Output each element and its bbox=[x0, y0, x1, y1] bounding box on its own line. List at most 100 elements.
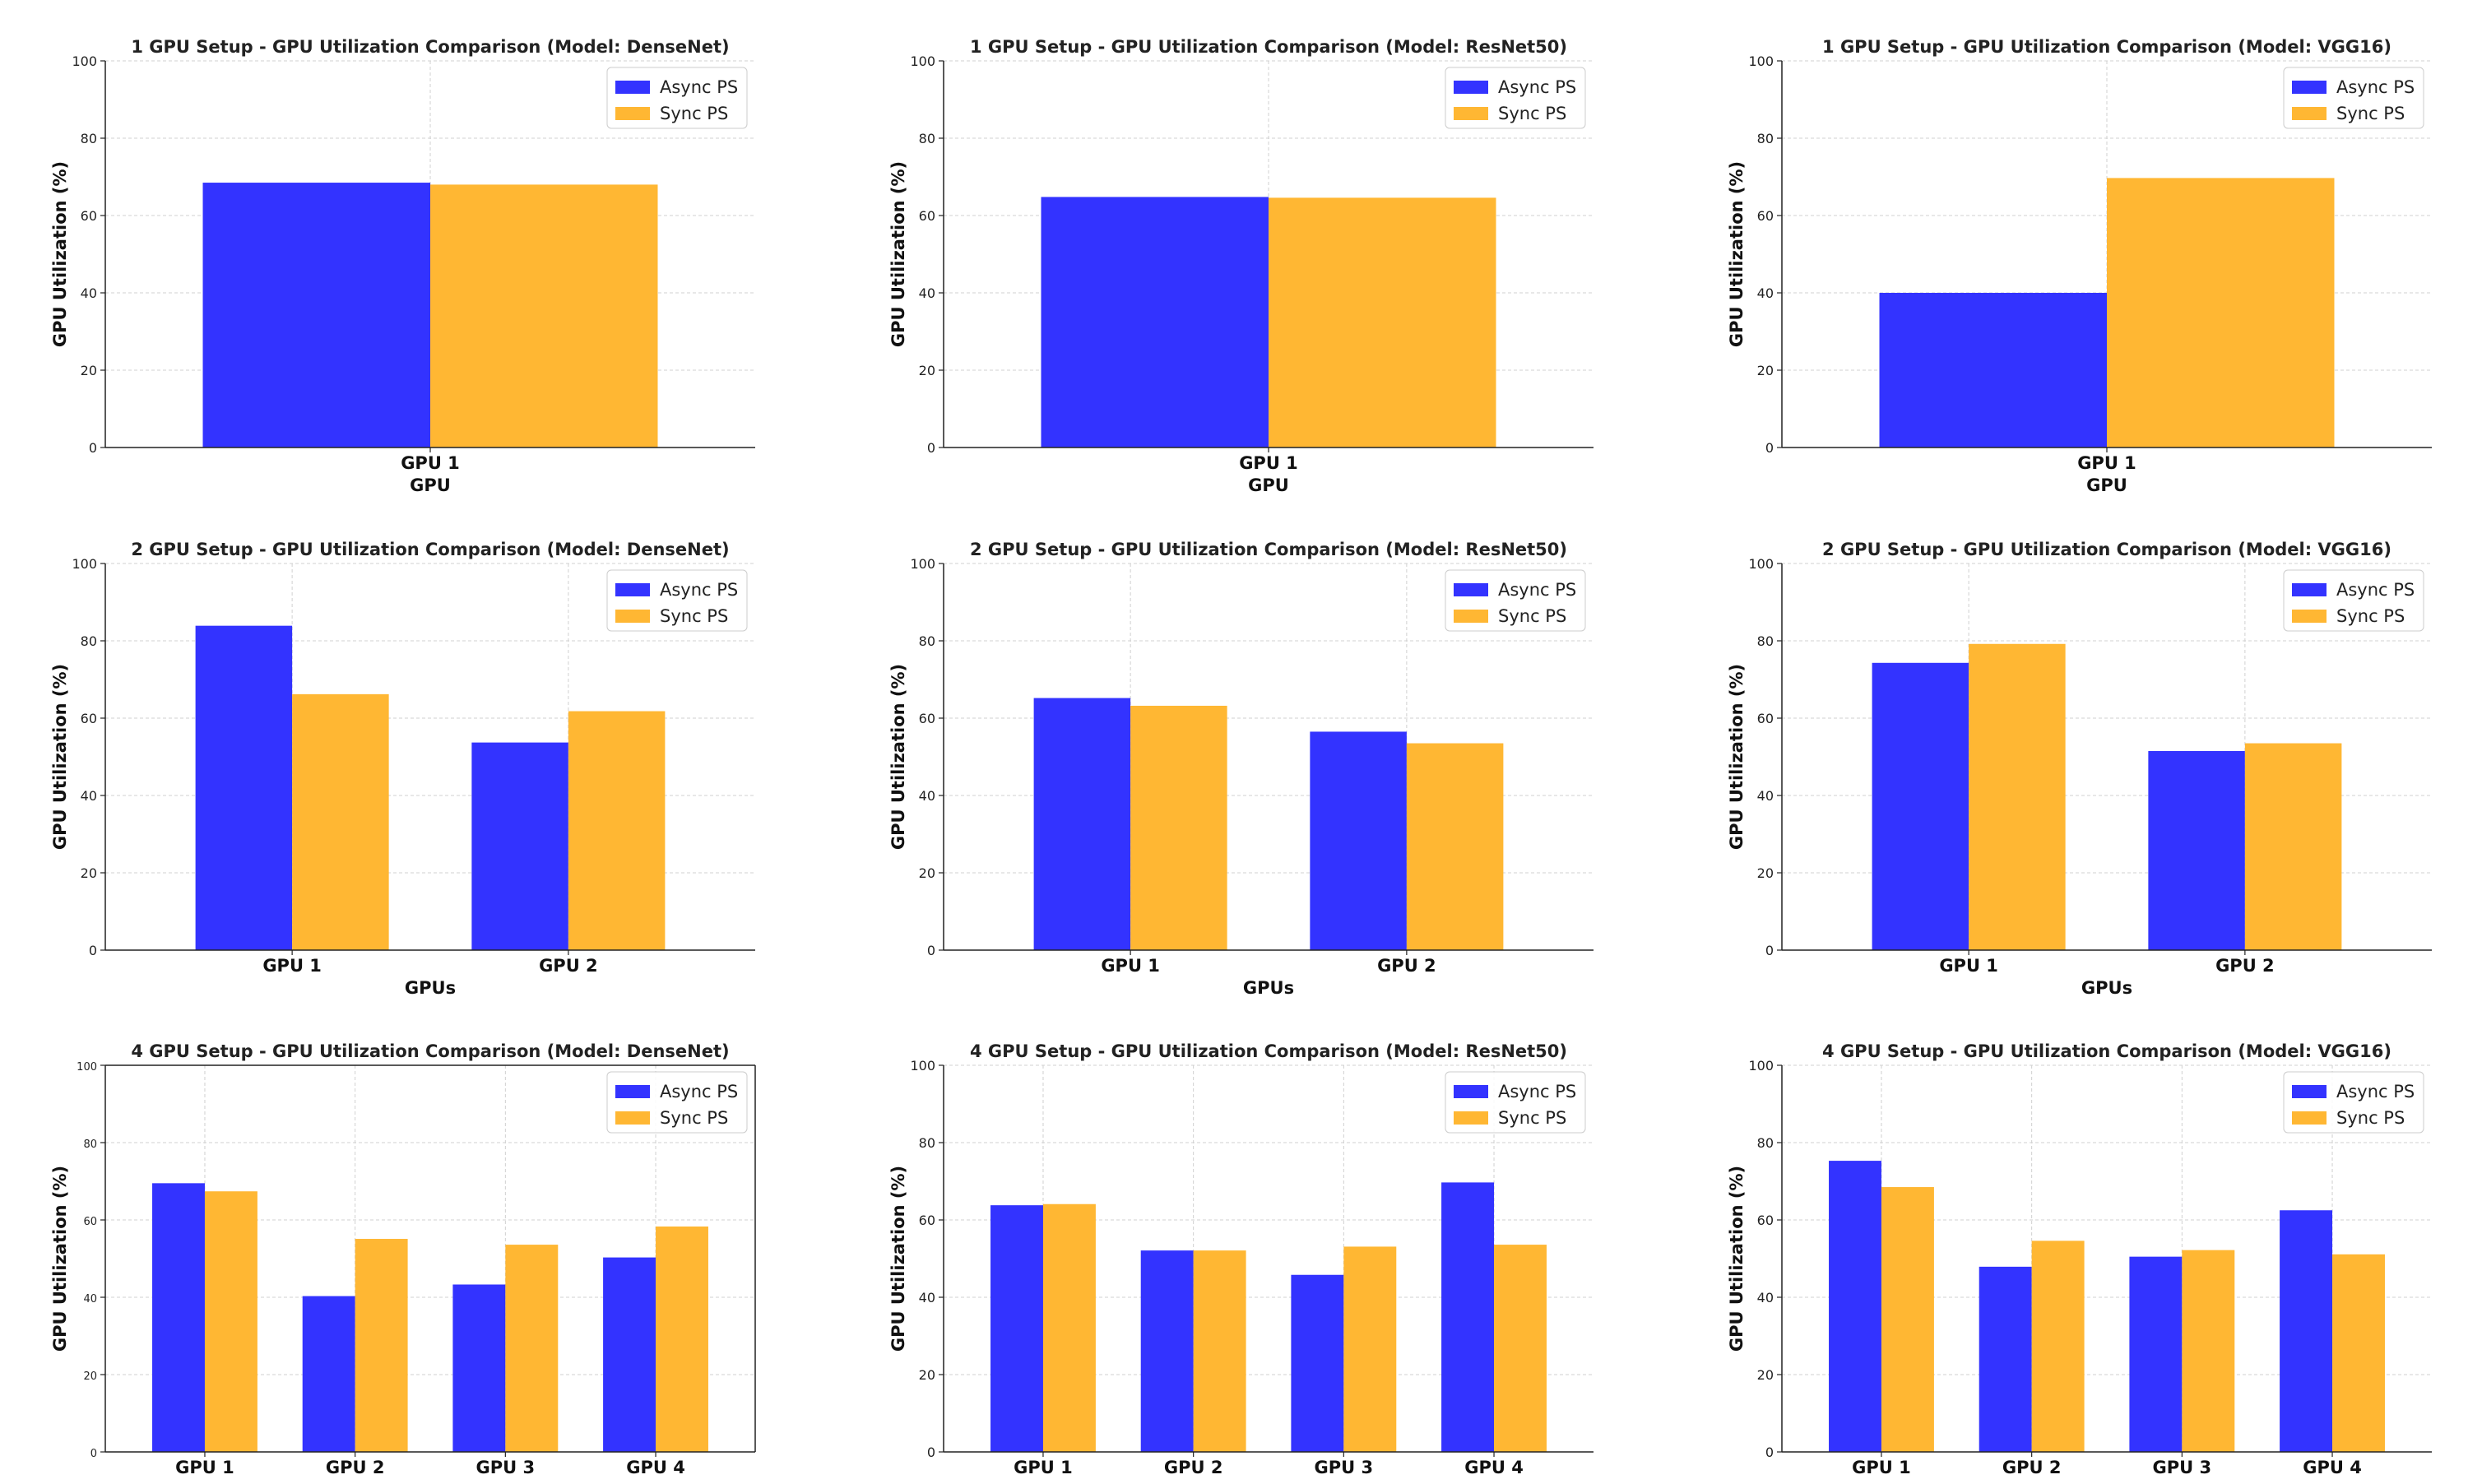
y-tick-label: 100 bbox=[1748, 53, 1774, 69]
y-axis-label: GPU Utilization (%) bbox=[50, 1166, 70, 1352]
y-tick-label: 40 bbox=[1757, 285, 1774, 301]
x-tick-label: GPU 3 bbox=[476, 1458, 536, 1477]
legend-label-async: Async PS bbox=[2336, 580, 2415, 600]
bar-async bbox=[603, 1257, 656, 1452]
y-tick-label: 0 bbox=[927, 440, 935, 456]
bar-sync bbox=[430, 184, 658, 448]
x-tick-label: GPU 1 bbox=[1852, 1458, 1911, 1477]
bar-async bbox=[1879, 293, 2107, 448]
bar-async bbox=[1041, 197, 1269, 448]
x-tick-label: GPU 2 bbox=[1377, 956, 1436, 976]
bar-async bbox=[471, 742, 568, 950]
legend-label-async: Async PS bbox=[1498, 1082, 1576, 1101]
bar-sync bbox=[2031, 1241, 2085, 1452]
x-tick-label: GPU 2 bbox=[326, 1458, 385, 1477]
bar-sync bbox=[1969, 643, 2066, 950]
legend-swatch-sync bbox=[1454, 610, 1488, 623]
bar-sync bbox=[2107, 178, 2335, 448]
y-tick-label: 20 bbox=[83, 1370, 97, 1383]
bar-async bbox=[2148, 750, 2245, 950]
legend-label-sync: Sync PS bbox=[1498, 104, 1566, 123]
x-axis-label: GPUs bbox=[405, 978, 456, 998]
bar-sync bbox=[1269, 197, 1496, 448]
legend-swatch-async bbox=[1454, 583, 1488, 596]
legend-label-sync: Sync PS bbox=[660, 606, 728, 626]
y-tick-label: 20 bbox=[81, 363, 97, 378]
legend-swatch-sync bbox=[1454, 107, 1488, 120]
x-tick-label: GPU 1 bbox=[1939, 956, 1998, 976]
y-tick-label: 100 bbox=[910, 1058, 935, 1074]
legend-label-async: Async PS bbox=[660, 77, 738, 97]
bar-sync bbox=[292, 693, 389, 950]
y-tick-label: 40 bbox=[1757, 788, 1774, 804]
y-tick-label: 100 bbox=[910, 53, 935, 69]
y-tick-label: 80 bbox=[1757, 131, 1774, 146]
legend: Async PS Sync PS bbox=[1445, 1071, 1586, 1134]
legend-swatch-sync bbox=[2292, 1111, 2327, 1125]
legend-swatch-async bbox=[2292, 1085, 2327, 1098]
y-tick-label: 60 bbox=[1757, 208, 1774, 224]
chart-panel: 0 20 40 60 80 100 GPU 1 GPU 2 GPUs GPU Utilizatio… bbox=[50, 540, 755, 998]
chart-panel: 0 20 40 60 80 100 GPU 1 GPU 2 GPUs GPU Utilizatio… bbox=[888, 540, 1594, 998]
bar-sync bbox=[505, 1245, 559, 1452]
bar-async bbox=[152, 1183, 205, 1452]
y-tick-label: 20 bbox=[919, 865, 935, 881]
legend-label-async: Async PS bbox=[2336, 1082, 2415, 1101]
chart-title: 1 GPU Setup - GPU Utilization Comparison… bbox=[131, 37, 729, 57]
x-tick-label: GPU 1 bbox=[1014, 1458, 1073, 1477]
bar-async bbox=[1829, 1161, 1881, 1452]
y-tick-label: 80 bbox=[919, 131, 935, 146]
y-axis-label: GPU Utilization (%) bbox=[50, 161, 70, 347]
y-tick-label: 100 bbox=[72, 53, 97, 69]
x-tick-label: GPU 2 bbox=[2002, 1458, 2062, 1477]
bar-sync bbox=[2182, 1250, 2235, 1452]
bar-async bbox=[1033, 698, 1131, 950]
y-tick-label: 80 bbox=[1757, 633, 1774, 649]
legend-swatch-async bbox=[2292, 81, 2327, 94]
bar-sync bbox=[1881, 1187, 1934, 1452]
legend: Async PS Sync PS bbox=[606, 67, 748, 129]
y-axis-label: GPU Utilization (%) bbox=[1727, 664, 1747, 850]
bar-async bbox=[2280, 1210, 2333, 1452]
legend-label-sync: Sync PS bbox=[1498, 606, 1566, 626]
x-axis-label: GPU bbox=[2086, 475, 2127, 495]
y-tick-label: 100 bbox=[1748, 556, 1774, 572]
x-axis-label: GPU bbox=[1248, 475, 1289, 495]
legend: Async PS Sync PS bbox=[2283, 1071, 2424, 1134]
y-tick-label: 60 bbox=[1757, 1213, 1774, 1228]
bar-async bbox=[1441, 1182, 1495, 1452]
chart-title: 2 GPU Setup - GPU Utilization Comparison… bbox=[1822, 540, 2391, 559]
bar-sync bbox=[2244, 743, 2342, 950]
y-tick-label: 80 bbox=[81, 131, 97, 146]
y-tick-label: 40 bbox=[81, 788, 97, 804]
bar-sync bbox=[1193, 1250, 1246, 1452]
y-tick-label: 40 bbox=[81, 285, 97, 301]
y-axis-label: GPU Utilization (%) bbox=[1727, 1166, 1747, 1352]
y-tick-label: 20 bbox=[919, 363, 935, 378]
y-tick-label: 80 bbox=[919, 1135, 935, 1151]
legend-swatch-sync bbox=[1454, 1111, 1488, 1125]
legend-label-sync: Sync PS bbox=[2336, 104, 2405, 123]
bar-async bbox=[2129, 1256, 2183, 1452]
bar-async bbox=[302, 1296, 355, 1452]
y-tick-label: 80 bbox=[919, 633, 935, 649]
bar-sync bbox=[1130, 705, 1227, 950]
legend-swatch-sync bbox=[615, 107, 650, 120]
y-axis-label: GPU Utilization (%) bbox=[888, 664, 908, 850]
legend-swatch-async bbox=[615, 1085, 650, 1098]
bar-async bbox=[1140, 1250, 1194, 1452]
bar-sync bbox=[355, 1239, 408, 1452]
x-axis-label: GPUs bbox=[1243, 978, 1294, 998]
x-tick-label: GPU 2 bbox=[2215, 956, 2275, 976]
x-tick-label: GPU 3 bbox=[2153, 1458, 2212, 1477]
legend-swatch-sync bbox=[615, 610, 650, 623]
chart-title: 2 GPU Setup - GPU Utilization Comparison… bbox=[131, 540, 729, 559]
y-tick-label: 100 bbox=[1748, 1058, 1774, 1074]
y-tick-label: 80 bbox=[81, 633, 97, 649]
x-tick-label: GPU 2 bbox=[539, 956, 598, 976]
y-axis-label: GPU Utilization (%) bbox=[888, 161, 908, 347]
legend-swatch-async bbox=[2292, 583, 2327, 596]
legend: Async PS Sync PS bbox=[1445, 67, 1586, 129]
